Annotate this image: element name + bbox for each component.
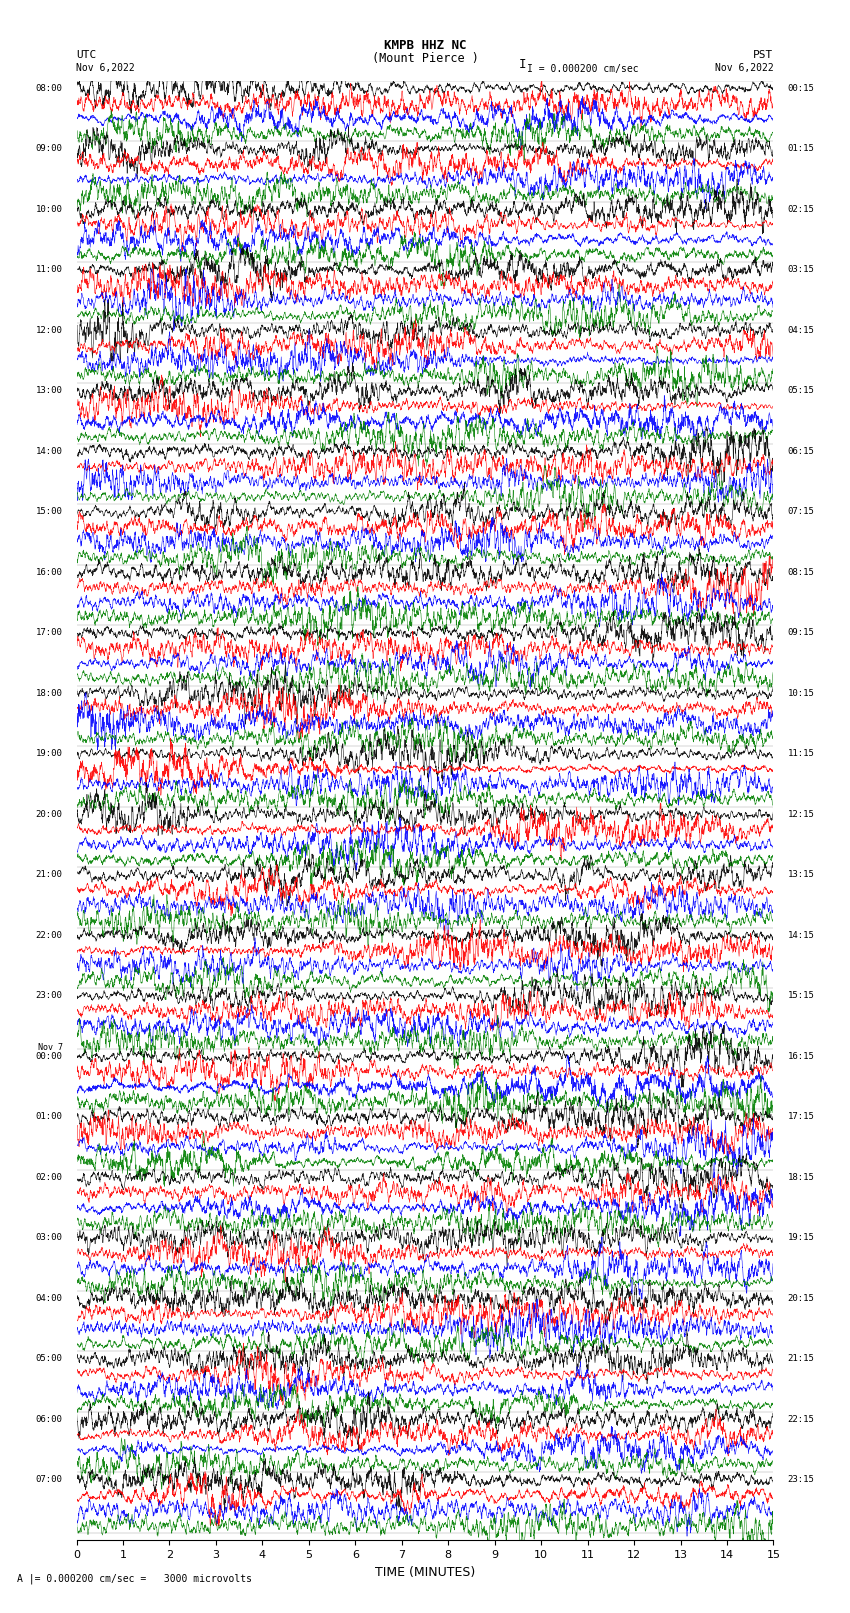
Text: Nov 7: Nov 7 [37, 1044, 63, 1052]
Text: 00:15: 00:15 [787, 84, 814, 92]
Text: 03:00: 03:00 [36, 1234, 63, 1242]
Text: 02:00: 02:00 [36, 1173, 63, 1182]
Text: PST: PST [753, 50, 774, 60]
Text: I: I [519, 58, 526, 71]
Text: I = 0.000200 cm/sec: I = 0.000200 cm/sec [527, 65, 638, 74]
Text: 06:15: 06:15 [787, 447, 814, 456]
Text: 10:00: 10:00 [36, 205, 63, 215]
Text: 10:15: 10:15 [787, 689, 814, 698]
Text: 14:00: 14:00 [36, 447, 63, 456]
Text: 16:15: 16:15 [787, 1052, 814, 1061]
Text: 16:00: 16:00 [36, 568, 63, 577]
Text: 15:15: 15:15 [787, 992, 814, 1000]
Text: 03:15: 03:15 [787, 265, 814, 274]
Text: Nov 6,2022: Nov 6,2022 [76, 63, 135, 73]
Text: 07:00: 07:00 [36, 1476, 63, 1484]
Text: 06:00: 06:00 [36, 1415, 63, 1424]
Text: 07:15: 07:15 [787, 506, 814, 516]
Text: A |= 0.000200 cm/sec =   3000 microvolts: A |= 0.000200 cm/sec = 3000 microvolts [17, 1573, 252, 1584]
Text: 11:00: 11:00 [36, 265, 63, 274]
Text: UTC: UTC [76, 50, 97, 60]
Text: 14:15: 14:15 [787, 931, 814, 940]
Text: (Mount Pierce ): (Mount Pierce ) [371, 52, 479, 65]
Text: 20:00: 20:00 [36, 810, 63, 819]
Text: 21:15: 21:15 [787, 1355, 814, 1363]
Text: 17:00: 17:00 [36, 629, 63, 637]
Text: 05:15: 05:15 [787, 386, 814, 395]
Text: 01:15: 01:15 [787, 144, 814, 153]
Text: 17:15: 17:15 [787, 1113, 814, 1121]
Text: 12:15: 12:15 [787, 810, 814, 819]
Text: 19:00: 19:00 [36, 750, 63, 758]
Text: 01:00: 01:00 [36, 1113, 63, 1121]
Text: 08:00: 08:00 [36, 84, 63, 92]
Text: 08:15: 08:15 [787, 568, 814, 577]
X-axis label: TIME (MINUTES): TIME (MINUTES) [375, 1566, 475, 1579]
Text: KMPB HHZ NC: KMPB HHZ NC [383, 39, 467, 52]
Text: 18:15: 18:15 [787, 1173, 814, 1182]
Text: Nov 6,2022: Nov 6,2022 [715, 63, 774, 73]
Text: 04:00: 04:00 [36, 1294, 63, 1303]
Text: 13:00: 13:00 [36, 386, 63, 395]
Text: 00:00: 00:00 [36, 1052, 63, 1061]
Text: 22:15: 22:15 [787, 1415, 814, 1424]
Text: 19:15: 19:15 [787, 1234, 814, 1242]
Text: 12:00: 12:00 [36, 326, 63, 336]
Text: 05:00: 05:00 [36, 1355, 63, 1363]
Text: 13:15: 13:15 [787, 871, 814, 879]
Text: 02:15: 02:15 [787, 205, 814, 215]
Text: 09:00: 09:00 [36, 144, 63, 153]
Text: 18:00: 18:00 [36, 689, 63, 698]
Text: 22:00: 22:00 [36, 931, 63, 940]
Text: 23:00: 23:00 [36, 992, 63, 1000]
Text: 21:00: 21:00 [36, 871, 63, 879]
Text: 20:15: 20:15 [787, 1294, 814, 1303]
Text: 09:15: 09:15 [787, 629, 814, 637]
Text: 15:00: 15:00 [36, 506, 63, 516]
Text: 04:15: 04:15 [787, 326, 814, 336]
Text: 11:15: 11:15 [787, 750, 814, 758]
Text: 23:15: 23:15 [787, 1476, 814, 1484]
